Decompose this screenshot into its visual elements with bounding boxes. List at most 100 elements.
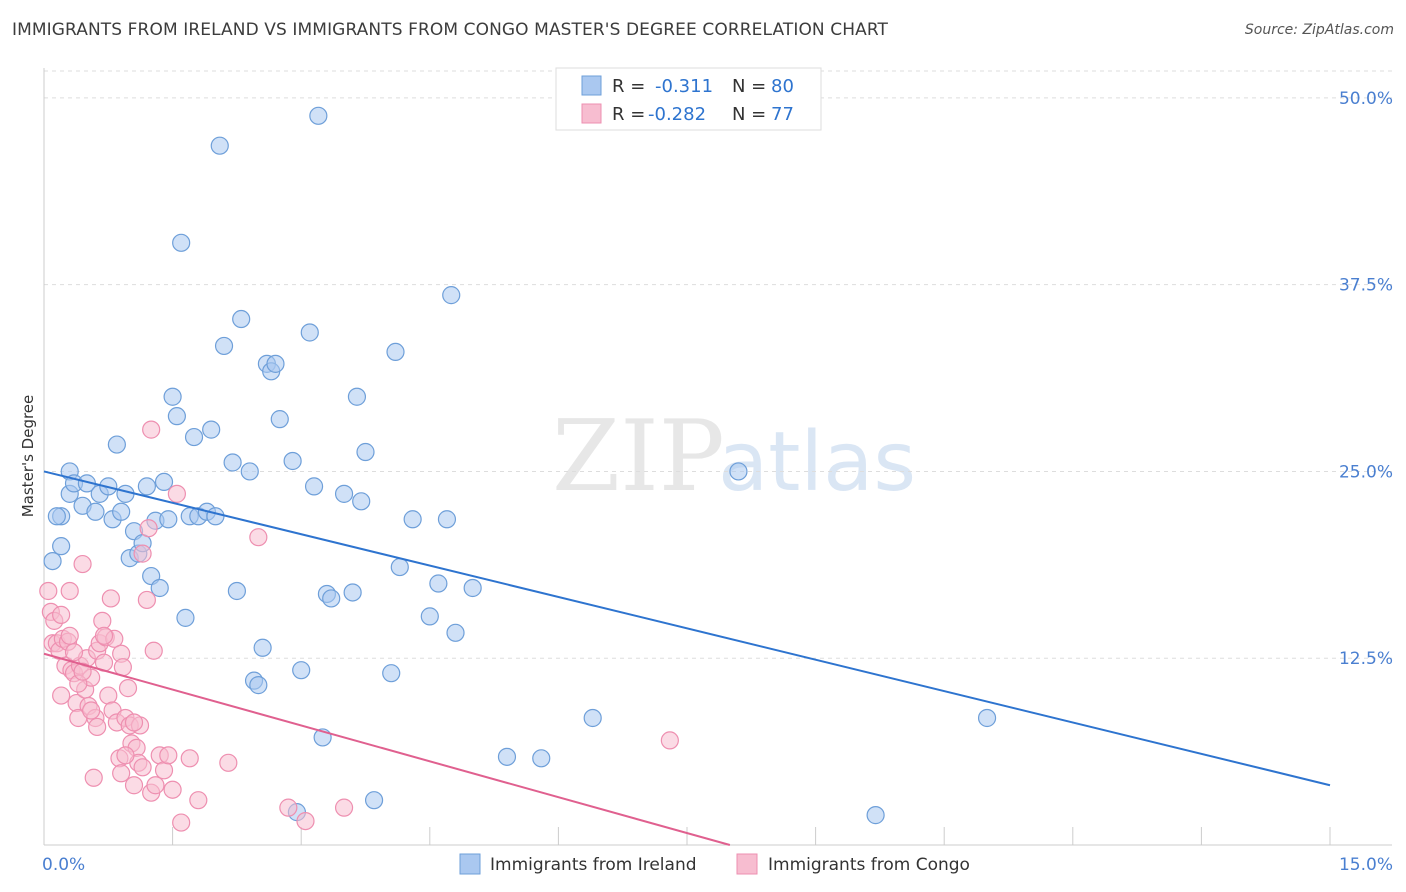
series-legend-congo-label: Immigrants from Congo: [768, 855, 970, 875]
series-legend-ireland-swatch: [459, 853, 481, 875]
data-point: [249, 676, 268, 695]
data-point: [583, 708, 602, 728]
stats-legend: R = -0.311 N = 80 R = -0.282 N = 77: [555, 67, 822, 131]
data-point: [124, 776, 144, 795]
legend-ireland-r-label: R =: [612, 76, 645, 97]
series-legend-congo-swatch: [736, 853, 758, 875]
data-point: [446, 623, 465, 642]
data-point: [364, 791, 384, 810]
data-point: [101, 589, 120, 608]
data-point: [729, 462, 748, 481]
gridlines: [44, 70, 1392, 659]
data-point: [249, 528, 268, 547]
data-point: [82, 701, 101, 720]
data-point: [88, 717, 107, 737]
data-point: [202, 420, 221, 439]
data-point: [159, 746, 178, 765]
y-tick-labels: 12.5% 25.0% 37.5% 50.0%: [1339, 89, 1393, 669]
legend-congo-n-label: N =: [732, 104, 766, 125]
data-point: [300, 323, 319, 342]
data-point: [347, 387, 367, 406]
data-point: [270, 410, 289, 429]
data-point: [73, 554, 92, 574]
data-point: [463, 578, 482, 598]
data-point: [52, 605, 71, 624]
legend-ireland-swatch: [581, 75, 602, 96]
data-point: [133, 544, 152, 563]
data-point: [219, 753, 238, 772]
data-point: [334, 484, 354, 503]
data-point: [172, 233, 191, 252]
data-point: [47, 507, 66, 526]
data-point: [304, 477, 324, 496]
data-point: [279, 798, 298, 817]
data-point: [94, 626, 114, 645]
data-point: [497, 747, 517, 766]
data-point: [124, 713, 144, 732]
data-point: [184, 427, 204, 447]
data-point: [296, 811, 315, 831]
y-tick-label: 25.0%: [1339, 462, 1393, 482]
congo-points: [39, 420, 679, 832]
data-point: [116, 746, 135, 765]
y-axis-title: Master's Degree: [19, 395, 37, 518]
data-point: [60, 626, 79, 645]
data-point: [64, 643, 84, 662]
data-point: [163, 780, 182, 799]
series-legend: Immigrants from Ireland Immigrants from …: [459, 853, 970, 875]
ireland-points: [43, 106, 997, 825]
data-point: [159, 510, 178, 529]
data-point: [356, 442, 375, 462]
data-point: [116, 484, 135, 503]
data-point: [437, 510, 457, 529]
data-point: [137, 590, 156, 610]
legend-congo-r-value: -0.282: [648, 104, 706, 125]
data-point: [163, 387, 182, 406]
data-point: [334, 798, 354, 817]
data-point: [142, 420, 161, 439]
axes: [43, 68, 1392, 846]
data-point: [240, 462, 259, 481]
source-label: Source: ZipAtlas.com: [1244, 22, 1394, 38]
data-point: [167, 407, 186, 426]
data-point: [214, 336, 234, 356]
data-point: [180, 749, 199, 768]
data-point: [866, 806, 885, 825]
data-point: [137, 477, 156, 496]
data-point: [390, 557, 409, 577]
data-point: [977, 708, 997, 728]
series-legend-ireland-label: Immigrants from Ireland: [490, 855, 697, 875]
data-point: [223, 453, 242, 472]
legend-congo-n-value: 77: [771, 104, 794, 125]
data-point: [176, 608, 195, 627]
data-point: [167, 484, 186, 503]
data-point: [39, 581, 58, 601]
data-point: [386, 342, 405, 362]
data-point: [172, 813, 191, 832]
data-point: [118, 679, 138, 698]
data-point: [532, 749, 551, 768]
y-tick-label: 37.5%: [1339, 276, 1393, 296]
y-tick-label: 50.0%: [1339, 89, 1393, 109]
data-point: [382, 664, 401, 683]
congo-trend-line: [43, 652, 731, 846]
data-point: [139, 519, 158, 538]
data-point: [232, 309, 251, 329]
data-point: [283, 451, 302, 471]
data-point: [154, 472, 174, 492]
data-point: [107, 435, 126, 454]
data-point: [52, 537, 71, 556]
data-point: [144, 641, 163, 660]
data-point: [266, 354, 285, 373]
ireland-trend-line: [43, 470, 1331, 787]
legend-ireland-n-value: 80: [771, 76, 794, 97]
data-point: [322, 589, 341, 608]
data-point: [86, 502, 105, 521]
data-point: [52, 686, 71, 705]
data-point: [133, 758, 152, 777]
data-point: [43, 551, 62, 571]
data-point: [150, 578, 169, 598]
data-point: [93, 611, 112, 630]
legend-congo-r-label: R =: [612, 104, 645, 125]
